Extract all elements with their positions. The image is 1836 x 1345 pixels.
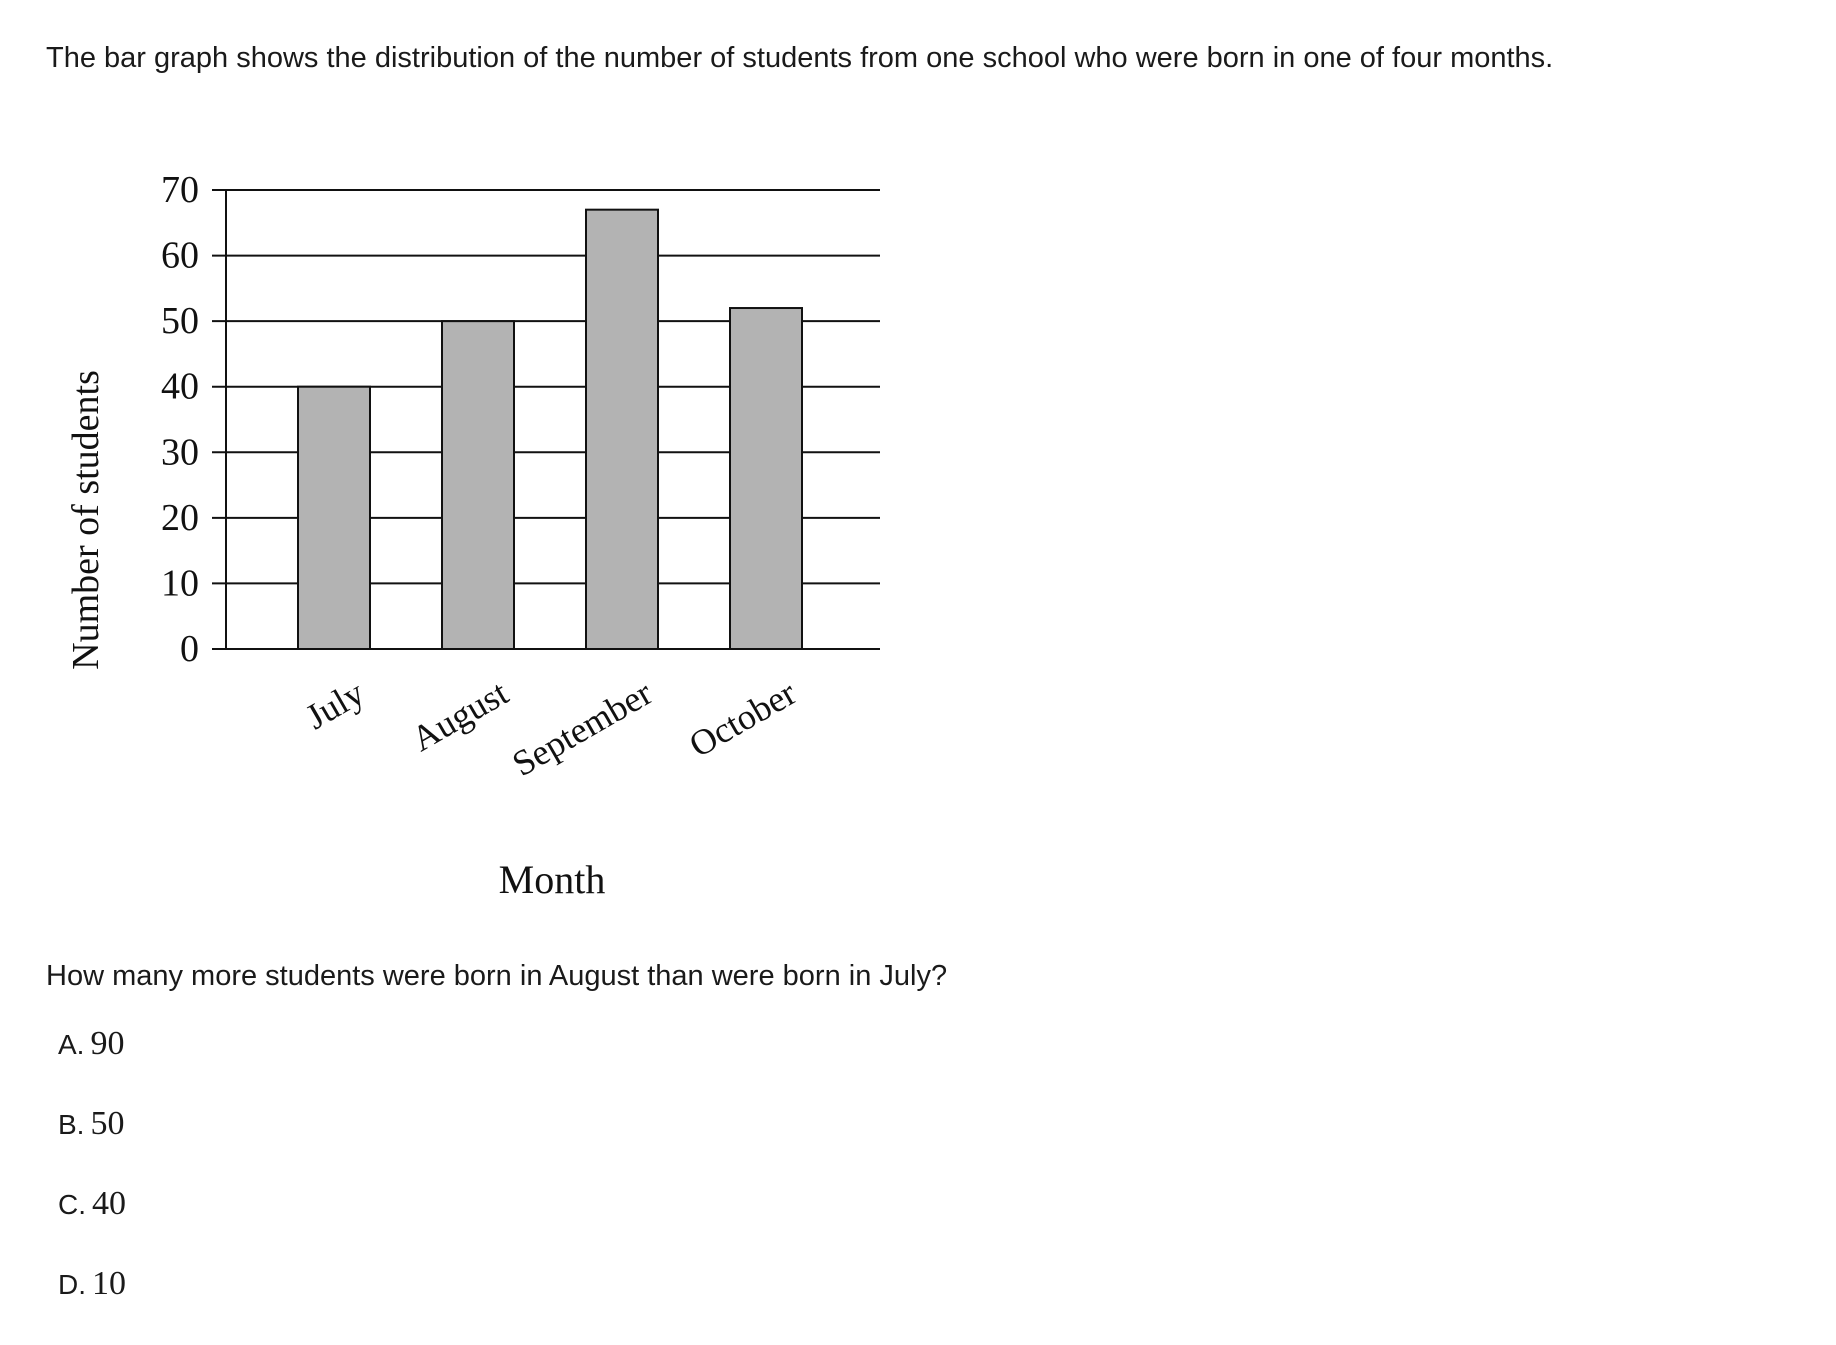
choice-b-letter: B.	[58, 1109, 85, 1140]
choice-a[interactable]: A. 90	[58, 1025, 126, 1105]
bar-july	[297, 385, 371, 650]
y-axis-label: Number of students	[65, 370, 107, 670]
y-tick-label-30: 30	[161, 431, 199, 473]
intro-text: The bar graph shows the distribution of …	[46, 42, 1554, 74]
bars	[297, 208, 803, 651]
y-tick-label-10: 10	[161, 562, 199, 604]
choice-b-text: 50	[90, 1105, 125, 1142]
y-tick-label-20: 20	[161, 497, 199, 539]
y-tick-label-70: 70	[161, 169, 199, 211]
choice-d-letter: D.	[58, 1269, 86, 1300]
y-tick-label-0: 0	[180, 628, 199, 670]
x-axis-label: Month	[499, 857, 606, 902]
x-tick-label-july: July	[299, 672, 371, 737]
x-tick-label-august: August	[405, 672, 515, 759]
answer-choices: A. 90 B. 50 C. 40 D. 10	[58, 1025, 126, 1345]
x-tick-label-september: September	[505, 672, 658, 784]
x-tick-label-october: October	[682, 672, 802, 765]
y-tick-labels: 0 10 20 30 40 50 60 70	[161, 169, 199, 670]
choice-a-text: 90	[90, 1025, 125, 1062]
question-text: How many more students were born in Augu…	[46, 960, 948, 992]
choice-a-letter: A.	[58, 1029, 85, 1060]
choice-b[interactable]: B. 50	[58, 1105, 126, 1185]
y-tick-label-50: 50	[161, 300, 199, 342]
bar-september	[585, 208, 659, 651]
choice-c-letter: C.	[58, 1189, 86, 1220]
choice-d-text: 10	[92, 1265, 126, 1302]
y-tick-label-60: 60	[161, 235, 199, 277]
choice-d[interactable]: D. 10	[58, 1265, 126, 1345]
y-tick-label-40: 40	[161, 366, 199, 408]
choice-c[interactable]: C. 40	[58, 1185, 126, 1265]
bar-august	[441, 320, 515, 650]
choice-c-text: 40	[92, 1185, 126, 1222]
bar-october	[729, 307, 803, 650]
